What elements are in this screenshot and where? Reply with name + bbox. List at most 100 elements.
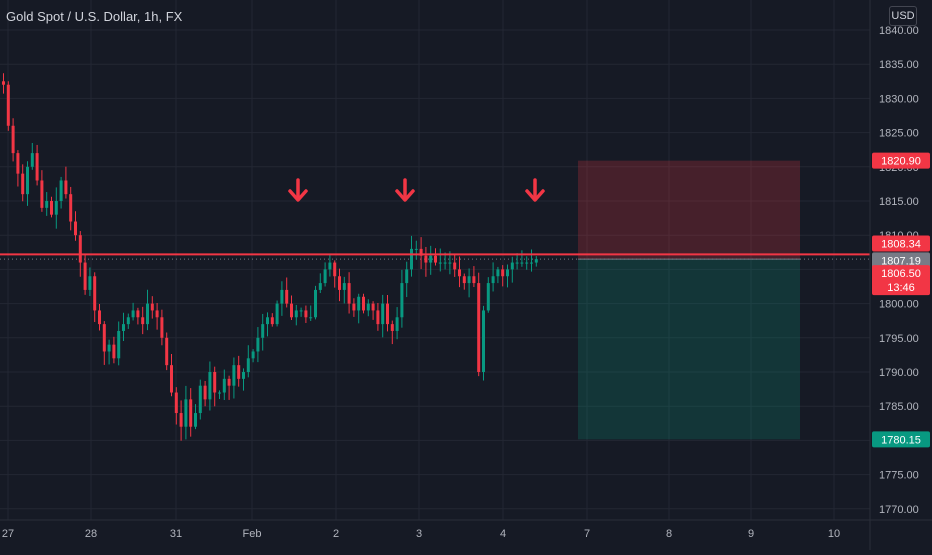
candle	[232, 357, 236, 399]
candle	[141, 306, 145, 335]
time-tick-label: Feb	[243, 528, 262, 540]
candle	[107, 339, 111, 365]
candle	[482, 305, 485, 381]
price-tick-label: 1830.00	[879, 93, 919, 105]
candle	[35, 144, 39, 186]
candle	[338, 268, 341, 302]
price-tag: 1808.34	[872, 235, 930, 252]
candle	[467, 268, 471, 298]
price-tick-label: 1770.00	[879, 504, 919, 516]
candle	[376, 302, 380, 331]
candle	[261, 313, 265, 351]
candle	[270, 313, 274, 327]
time-axis[interactable]: 27 28 31 Feb 2 3 4 7 8 9 10	[2, 528, 840, 540]
price-tag: 1806.50 13:46	[872, 265, 930, 296]
candle	[275, 300, 279, 327]
candle	[515, 253, 519, 270]
candle	[400, 269, 404, 328]
candle	[266, 312, 269, 337]
candle	[26, 161, 29, 206]
candle	[496, 266, 500, 284]
candle	[371, 301, 375, 320]
stop-loss-zone[interactable]	[578, 160, 800, 260]
candle	[304, 305, 308, 323]
candle	[429, 245, 433, 275]
candle	[160, 309, 164, 346]
down-arrow-icon	[395, 178, 415, 202]
arrows	[288, 178, 545, 202]
candle	[112, 336, 116, 364]
candle	[309, 305, 313, 322]
candles	[2, 73, 538, 441]
price-tag-label: 1780.15	[881, 434, 921, 446]
time-tick-label: 4	[500, 528, 506, 540]
position-box[interactable]	[578, 160, 800, 440]
candle	[520, 250, 524, 267]
candle	[525, 256, 529, 270]
candle	[16, 150, 20, 187]
candle	[242, 368, 245, 391]
take-profit-zone[interactable]	[578, 259, 800, 440]
candle	[179, 400, 183, 441]
candle	[126, 313, 130, 329]
price-tag-label: 1806.50	[881, 268, 921, 280]
candle	[74, 211, 77, 241]
price-tick-label: 1835.00	[879, 59, 919, 71]
candle	[218, 390, 221, 400]
candle	[280, 281, 284, 316]
price-tag-label: 1807.19	[881, 255, 921, 267]
time-tick-label: 28	[85, 528, 97, 540]
candle	[472, 266, 476, 288]
candle	[213, 366, 217, 407]
time-tick-label: 3	[416, 528, 422, 540]
candle	[357, 293, 361, 324]
candle	[45, 192, 49, 216]
candle	[290, 295, 293, 320]
price-tick-label: 1790.00	[879, 367, 919, 379]
price-tick-label: 1795.00	[879, 333, 919, 345]
candle	[323, 262, 327, 287]
candle	[93, 272, 97, 323]
time-tick-label: 31	[170, 528, 182, 540]
candle	[256, 327, 260, 363]
candle	[165, 332, 169, 371]
candle	[366, 299, 370, 317]
candle	[155, 302, 159, 330]
price-tag-label: 1820.90	[881, 156, 921, 168]
price-tick-label: 1775.00	[879, 470, 919, 482]
candle	[198, 379, 202, 420]
candle	[170, 353, 173, 397]
price-tag: 1780.15	[872, 431, 930, 448]
currency-button[interactable]: USD	[889, 6, 917, 26]
candle	[222, 369, 226, 401]
candle	[146, 289, 149, 331]
candle	[299, 307, 303, 317]
candle	[21, 164, 25, 202]
candle	[122, 312, 125, 342]
candle	[203, 380, 207, 407]
candle	[102, 321, 106, 365]
price-tick-label: 1840.00	[879, 25, 919, 37]
time-tick-label: 27	[2, 528, 14, 540]
candle	[501, 265, 505, 287]
candle	[6, 81, 10, 131]
candle	[40, 170, 44, 212]
candle	[362, 293, 365, 314]
candle	[237, 355, 241, 387]
candle	[395, 307, 399, 340]
candle	[30, 142, 34, 170]
candle	[333, 260, 337, 288]
candle	[510, 256, 514, 283]
candle	[534, 256, 538, 267]
down-arrow-icon	[288, 178, 308, 202]
candle	[184, 385, 188, 440]
candle	[486, 277, 490, 313]
candle	[11, 118, 15, 162]
candle	[246, 345, 250, 378]
candle	[477, 272, 481, 377]
candle	[88, 267, 92, 297]
candle	[462, 273, 466, 290]
